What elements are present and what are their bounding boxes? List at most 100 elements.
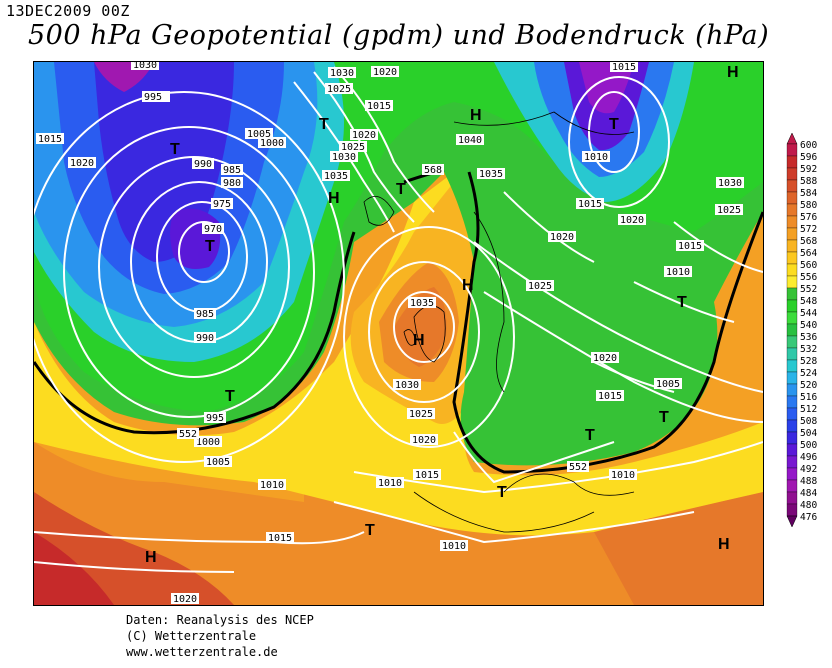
isobar-label: 990 (192, 158, 214, 170)
credits-copyright: (C) Wetterzentrale (126, 629, 257, 643)
pressure-center-marker: T (365, 522, 375, 539)
svg-text:1020: 1020 (373, 67, 397, 78)
svg-text:552: 552 (569, 462, 587, 473)
legend-tick-label: 484 (800, 488, 817, 499)
isobar-label: 1020 (548, 231, 576, 243)
pressure-center-marker: T (170, 141, 180, 158)
isobar-label: 970 (202, 223, 224, 235)
svg-text:1015: 1015 (678, 241, 702, 252)
legend-tick-label: 512 (800, 404, 817, 415)
legend-swatch (786, 239, 798, 253)
svg-text:985: 985 (223, 165, 241, 176)
isobar-label: 1020 (171, 593, 199, 605)
isobar-label: 1020 (371, 66, 399, 78)
height-label: 568 (422, 164, 444, 176)
credits-block: Daten: Reanalysis des NCEP (C) Wetterzen… (126, 612, 314, 660)
legend-swatch (786, 491, 798, 505)
svg-text:1010: 1010 (442, 541, 466, 552)
legend-swatch (786, 215, 798, 229)
legend-swatch (786, 383, 798, 397)
legend-tick-label: 528 (800, 356, 817, 367)
pressure-center-marker: T (585, 427, 595, 444)
isobar-label: 1025 (407, 408, 435, 420)
legend-top-arrow (786, 132, 798, 145)
pressure-center-marker: T (225, 388, 235, 405)
height-label: 552 (177, 428, 199, 440)
legend-tick-label: 524 (800, 368, 817, 379)
pressure-center-marker: T (319, 116, 329, 133)
svg-text:1020: 1020 (593, 353, 617, 364)
legend-swatch (786, 479, 798, 493)
legend-tick-label: 540 (800, 320, 817, 331)
isobar-label: 1010 (609, 469, 637, 481)
svg-text:1025: 1025 (409, 409, 433, 420)
isobar-lines (34, 66, 763, 573)
svg-text:1015: 1015 (268, 533, 292, 544)
legend-tick-label: 600 (800, 140, 817, 151)
isobar-label: 1040 (456, 134, 484, 146)
isobar-label: 1025 (325, 83, 353, 95)
legend-swatch (786, 227, 798, 241)
svg-text:1020: 1020 (352, 130, 376, 141)
isobar-label: 1005 (245, 128, 273, 140)
svg-text:1030: 1030 (718, 178, 742, 189)
legend-tick-label: 508 (800, 416, 817, 427)
legend-tick-label: 480 (800, 500, 817, 511)
isobar-label: 1010 (376, 477, 404, 489)
isobar-label: 1035 (408, 297, 436, 309)
svg-text:990: 990 (196, 333, 214, 344)
svg-text:1005: 1005 (656, 379, 680, 390)
pressure-center-marker: T (609, 116, 619, 133)
svg-text:1000: 1000 (196, 437, 220, 448)
legend-swatch (786, 455, 798, 469)
isobar-label: 1005 (204, 456, 232, 468)
legend-swatch (786, 335, 798, 349)
pressure-centers: T H T H T H T T H T T T H T T H T H H (145, 64, 739, 566)
legend-swatch (786, 407, 798, 421)
legend-tick-label: 576 (800, 212, 817, 223)
legend-swatch (786, 443, 798, 457)
isobar-label: 1015 (676, 240, 704, 252)
svg-text:1030: 1030 (332, 152, 356, 163)
isobar-label: 1015 (576, 198, 604, 210)
legend-tick-label: 552 (800, 284, 817, 295)
height-labels: 568 552 552 552 (177, 164, 589, 473)
legend-swatch (786, 143, 798, 157)
svg-text:970: 970 (204, 224, 222, 235)
isobar-label: 1020 (410, 434, 438, 446)
isobar-label: 995 (204, 412, 226, 424)
isobar-label: 1005 (654, 378, 682, 390)
svg-text:1025: 1025 (341, 142, 365, 153)
legend-tick-label: 516 (800, 392, 817, 403)
legend-swatch (786, 431, 798, 445)
isobar-label: 1025 (715, 204, 743, 216)
legend-swatch (786, 347, 798, 361)
svg-text:1010: 1010 (378, 478, 402, 489)
svg-text:1035: 1035 (410, 298, 434, 309)
legend-tick-label: 520 (800, 380, 817, 391)
svg-text:1005: 1005 (206, 457, 230, 468)
svg-text:1000: 1000 (260, 138, 284, 149)
svg-text:1025: 1025 (327, 84, 351, 95)
isobar-labels: 1030 1020 1025 1015 1030 1025 1030 1035 … (36, 62, 744, 605)
legend-swatch (786, 503, 798, 517)
legend-swatch (786, 203, 798, 217)
legend-bottom-arrow (786, 515, 798, 528)
legend-tick-label: 580 (800, 200, 817, 211)
legend-swatch (786, 263, 798, 277)
isobar-label: 980 (221, 177, 243, 189)
svg-text:1015: 1015 (367, 101, 391, 112)
isobar-label: 1020 (350, 129, 378, 141)
legend-tick-label: 592 (800, 164, 817, 175)
legend-tick-label: 500 (800, 440, 817, 451)
isobar-label: 1015 (266, 532, 294, 544)
legend-swatch (786, 251, 798, 265)
isobar-label: 985 (194, 308, 216, 320)
credits-data-source: Daten: Reanalysis des NCEP (126, 613, 314, 627)
svg-text:552: 552 (179, 429, 197, 440)
pressure-center-marker: T (205, 238, 215, 255)
isobar-label: 1000 (258, 137, 286, 149)
pressure-center-marker: T (677, 294, 687, 311)
svg-text:1005: 1005 (247, 129, 271, 140)
pressure-center-marker: T (396, 181, 406, 198)
